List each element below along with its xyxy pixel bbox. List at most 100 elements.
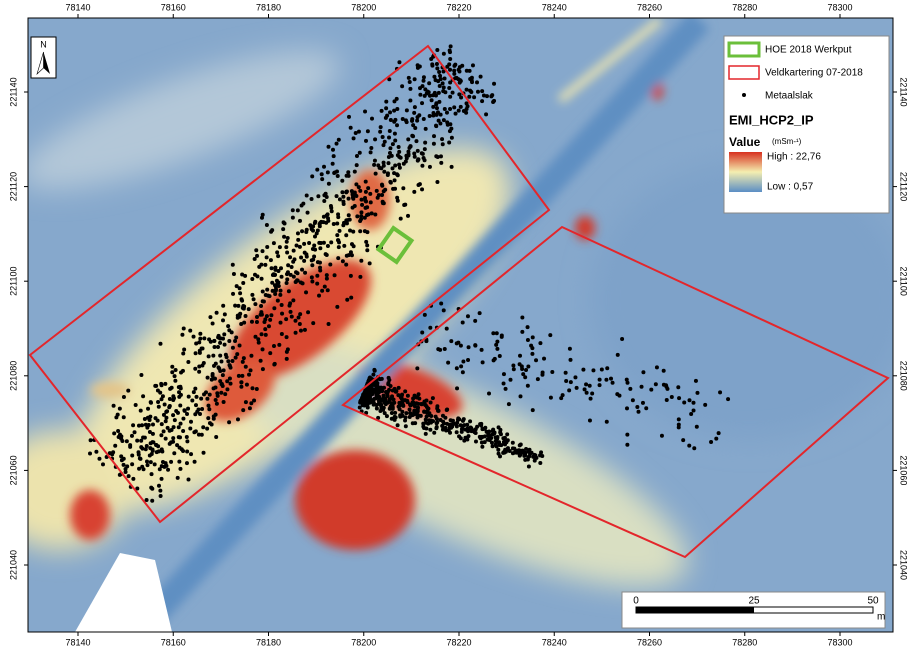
slag-point: [139, 373, 144, 378]
slag-point: [530, 351, 535, 356]
slag-point: [140, 423, 145, 428]
slag-point: [146, 406, 151, 411]
slag-point: [320, 288, 325, 293]
slag-point: [461, 359, 466, 364]
slag-point: [247, 372, 252, 377]
slag-point: [335, 304, 340, 309]
slag-point: [388, 110, 393, 115]
slag-point: [528, 451, 533, 456]
slag-point: [189, 419, 194, 424]
slag-point: [661, 368, 666, 373]
slag-point: [392, 178, 397, 183]
slag-point: [213, 397, 218, 402]
x-tick-label: 78220: [446, 2, 471, 12]
slag-point: [340, 259, 345, 264]
slag-point: [429, 413, 434, 418]
y-tick-label: 221100: [8, 267, 18, 296]
slag-point: [367, 395, 372, 400]
slag-point: [456, 416, 461, 421]
slag-point: [349, 242, 354, 247]
slag-point: [174, 409, 179, 414]
slag-point: [324, 273, 329, 278]
slag-point: [131, 423, 136, 428]
slag-point: [423, 140, 428, 145]
slag-point: [654, 365, 659, 370]
slag-point: [415, 148, 420, 153]
slag-point: [428, 400, 433, 405]
slag-point: [212, 345, 217, 350]
slag-point: [258, 358, 263, 363]
slag-point: [243, 400, 248, 405]
slag-point: [225, 379, 230, 384]
north-arrow-right: [43, 52, 50, 74]
slag-point: [312, 243, 317, 248]
slag-point: [526, 364, 531, 369]
slag-point: [367, 261, 372, 266]
slag-point: [223, 352, 228, 357]
slag-point: [559, 396, 564, 401]
slag-point: [501, 372, 506, 377]
slag-point: [441, 118, 446, 123]
legend-low: Low : 0,57: [767, 182, 814, 193]
slag-point: [237, 343, 242, 348]
slag-point: [335, 169, 340, 174]
slag-point: [342, 220, 347, 225]
slag-point: [404, 120, 409, 125]
slag-point: [304, 227, 309, 232]
x-tick-label: 78260: [637, 2, 662, 12]
y-tick-label: 221080: [8, 361, 18, 391]
slag-point: [530, 335, 535, 340]
slag-point: [171, 439, 176, 444]
slag-point: [239, 321, 244, 326]
slag-point: [440, 137, 445, 142]
slag-point: [322, 193, 327, 198]
slag-point: [428, 427, 433, 432]
slag-point: [351, 229, 356, 234]
legend-swatch: [742, 93, 746, 97]
slag-point: [207, 337, 212, 342]
slag-point: [363, 138, 368, 143]
slag-point: [503, 447, 508, 452]
slag-point: [412, 77, 417, 82]
slag-point: [348, 228, 353, 233]
slag-point: [348, 250, 353, 255]
slag-point: [131, 476, 136, 481]
slag-point: [235, 417, 240, 422]
slag-point: [386, 161, 391, 166]
slag-point: [464, 110, 469, 115]
slag-point: [412, 154, 417, 159]
slag-point: [192, 459, 197, 464]
slag-point: [511, 367, 516, 372]
slag-point: [434, 124, 439, 129]
slag-point: [284, 356, 289, 361]
slag-point: [495, 346, 500, 351]
slag-point: [439, 160, 444, 165]
slag-point: [290, 208, 295, 213]
slag-point: [387, 150, 392, 155]
slag-point: [415, 366, 420, 371]
slag-point: [548, 395, 553, 400]
slag-point: [376, 415, 381, 420]
slag-point: [328, 203, 333, 208]
slag-point: [311, 228, 316, 233]
slag-point: [457, 92, 462, 97]
slag-point: [568, 380, 573, 385]
slag-point: [221, 318, 226, 323]
slag-point: [178, 384, 183, 389]
slag-point: [202, 336, 207, 341]
slag-point: [454, 424, 459, 429]
slag-point: [309, 197, 314, 202]
slag-point: [395, 153, 400, 158]
slag-point: [207, 407, 212, 412]
slag-point: [197, 369, 202, 374]
slag-point: [438, 154, 443, 159]
slag-point: [233, 303, 238, 308]
slag-point: [587, 418, 592, 423]
slag-point: [573, 375, 578, 380]
slag-point: [163, 419, 168, 424]
slag-point: [416, 392, 421, 397]
slag-point: [359, 210, 364, 215]
slag-point: [385, 393, 390, 398]
slag-point: [278, 266, 283, 271]
slag-point: [396, 145, 401, 150]
